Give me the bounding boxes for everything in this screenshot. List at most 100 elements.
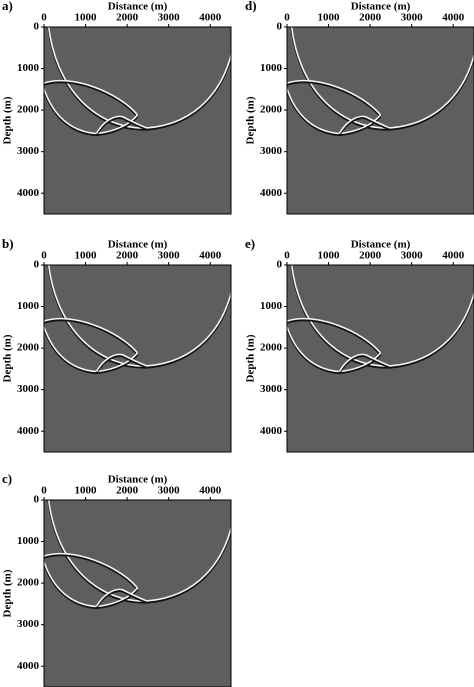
y-tick-label: 2000 [17,104,40,116]
y-tick-label: 0 [277,21,283,33]
x-tick-label: 2000 [116,12,139,24]
plot-frame [286,264,474,453]
y-tick-label: 1000 [260,62,283,74]
panel: c) Distance (m) Depth (m) 0 1000 2000 3000 4000… [2,471,232,687]
wavefront-dark [44,319,139,356]
x-tick-label: 2000 [116,250,139,262]
y-tick-label: 4000 [17,660,40,672]
plot-background [287,27,474,214]
x-tick-label: 1000 [75,485,98,497]
x-tick-label: 2000 [359,12,382,24]
x-tick-label: 0 [41,485,47,497]
y-axis-label: Depth (m) [2,569,14,617]
wavefront-dark [287,319,382,356]
plot-background [44,27,231,214]
y-tick-label: 1000 [17,300,40,312]
y-tick-label: 2000 [260,104,283,116]
wavefront-dark [338,116,391,136]
y-tick-label: 2000 [17,342,40,354]
wavefront-light [338,115,391,134]
y-tick-label: 4000 [17,425,40,437]
wavefront-dark [44,554,139,591]
y-tick-label: 4000 [17,187,40,199]
wavefront-dark [338,354,391,374]
x-tick-label: 2000 [359,250,382,262]
wavefront-dark [95,354,148,374]
plot-background [44,265,231,452]
plot-background [287,265,474,452]
x-tick-label: 0 [41,250,47,262]
x-tick-label: 0 [41,12,47,24]
x-tick-label: 4000 [199,250,222,262]
wavefront-light [44,317,139,354]
y-tick-label: 3000 [17,145,40,157]
y-tick-label: 4000 [260,187,283,199]
y-tick-label: 3000 [17,618,40,630]
x-tick-label: 4000 [199,12,222,24]
wavefield [44,500,231,610]
y-tick-label: 3000 [260,145,283,157]
x-axis-label: Distance (m) [108,239,168,251]
x-tick-label: 1000 [75,12,98,24]
panel: b) Distance (m) Depth (m) 0 1000 2000 3000 4000… [2,236,232,453]
wavefront-light [95,588,148,607]
wavefront-light [44,552,139,589]
y-tick-label: 4000 [260,425,283,437]
y-axis-label: Depth (m) [2,96,14,144]
x-tick-label: 3000 [158,250,181,262]
wavefield [44,27,231,137]
x-tick-label: 3000 [158,12,181,24]
wavefield [287,27,474,137]
wavefront-light [44,79,139,116]
plot-frame [286,26,474,215]
y-tick-label: 3000 [17,383,40,395]
x-tick-label: 2000 [116,485,139,497]
y-tick-label: 0 [34,494,40,506]
wavefront-light [95,353,148,372]
plot-frame [43,26,232,215]
x-axis-label: Distance (m) [351,239,411,251]
x-tick-label: 1000 [318,250,341,262]
x-tick-label: 0 [284,250,290,262]
y-tick-label: 0 [34,259,40,271]
wavefield [44,265,231,375]
x-tick-label: 1000 [75,250,98,262]
panel-label: b) [2,236,14,251]
wavefront-light [287,79,382,116]
plot-frame [43,264,232,453]
wavefield [287,265,474,375]
x-tick-label: 0 [284,12,290,24]
x-tick-label: 3000 [158,485,181,497]
y-tick-label: 2000 [260,342,283,354]
wavefront-dark [44,81,139,118]
wavefront-dark [287,81,382,118]
panel: d) Distance (m) Depth (m) 0 1000 2000 3000 4000… [245,0,474,215]
y-tick-label: 1000 [17,535,40,547]
y-tick-label: 3000 [260,383,283,395]
y-axis-label: Depth (m) [245,96,257,144]
y-tick-label: 1000 [260,300,283,312]
panel-label: c) [2,471,12,486]
y-axis-label: Depth (m) [245,334,257,382]
x-tick-label: 3000 [401,250,424,262]
wavefront-light [338,353,391,372]
y-tick-label: 1000 [17,62,40,74]
x-tick-label: 3000 [401,12,424,24]
x-tick-label: 4000 [442,250,465,262]
wavefront-dark [95,589,148,609]
x-tick-label: 1000 [318,12,341,24]
panel: e) Distance (m) Depth (m) 0 1000 2000 3000 4000… [245,236,474,453]
plot-frame [43,499,232,687]
wavefront-light [95,115,148,134]
panel-label: e) [245,236,255,251]
x-axis-label: Distance (m) [351,1,411,13]
wavefront-dark [95,116,148,136]
x-tick-label: 4000 [442,12,465,24]
y-axis-label: Depth (m) [2,334,14,382]
panel: a) Distance (m) Depth (m) 0 1000 2000 3000 4000… [2,0,232,215]
y-tick-label: 2000 [17,577,40,589]
x-axis-label: Distance (m) [108,1,168,13]
x-tick-label: 4000 [199,485,222,497]
panel-label: d) [245,0,257,13]
